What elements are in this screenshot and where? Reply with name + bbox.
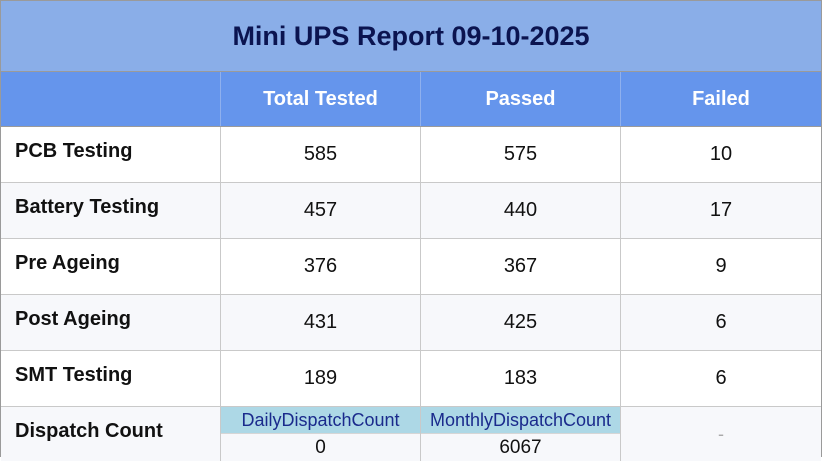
header-total-tested: Total Tested: [221, 72, 421, 126]
table-row: Pre Ageing 376 367 9: [1, 239, 821, 295]
passed-value: 440: [421, 183, 621, 238]
report-title: Mini UPS Report 09-10-2025: [1, 1, 821, 72]
passed-value: 183: [421, 351, 621, 406]
total-tested-value: 585: [221, 127, 421, 182]
table-row: SMT Testing 189 183 6: [1, 351, 821, 407]
total-tested-value: 457: [221, 183, 421, 238]
daily-dispatch-label: DailyDispatchCount: [221, 407, 420, 433]
row-label: Post Ageing: [1, 295, 221, 350]
total-tested-value: 431: [221, 295, 421, 350]
daily-dispatch-cell: DailyDispatchCount 0: [221, 407, 421, 461]
failed-value: 9: [715, 255, 727, 277]
failed-value: 10: [709, 143, 733, 165]
monthly-dispatch-label: MonthlyDispatchCount: [421, 407, 620, 433]
passed-value: 575: [421, 127, 621, 182]
row-label: SMT Testing: [1, 351, 221, 406]
passed-value: 425: [421, 295, 621, 350]
total-tested-value: 189: [221, 351, 421, 406]
header-passed: Passed: [421, 72, 621, 126]
daily-dispatch-value: 0: [221, 433, 420, 461]
dispatch-row: Dispatch Count DailyDispatchCount 0 Mont…: [1, 407, 821, 461]
table-header-row: Total Tested Passed Failed: [1, 72, 821, 127]
table-row: Battery Testing 457 440 17: [1, 183, 821, 239]
header-failed: Failed: [692, 87, 750, 110]
row-label: Pre Ageing: [1, 239, 221, 294]
monthly-dispatch-value: 6067: [421, 433, 620, 461]
table-row: Post Ageing 431 425 6: [1, 295, 821, 351]
monthly-dispatch-cell: MonthlyDispatchCount 6067: [421, 407, 621, 461]
dispatch-failed-placeholder: -: [718, 423, 724, 444]
header-empty-cell: [1, 72, 221, 126]
row-label: PCB Testing: [1, 127, 221, 182]
failed-value: 6: [715, 311, 727, 333]
row-label: Battery Testing: [1, 183, 221, 238]
table-row: PCB Testing 585 575 10: [1, 127, 821, 183]
failed-value: 6: [715, 367, 727, 389]
total-tested-value: 376: [221, 239, 421, 294]
passed-value: 367: [421, 239, 621, 294]
dispatch-failed-cell: -: [621, 407, 821, 461]
failed-value: 17: [709, 199, 733, 221]
dispatch-label: Dispatch Count: [1, 407, 221, 461]
